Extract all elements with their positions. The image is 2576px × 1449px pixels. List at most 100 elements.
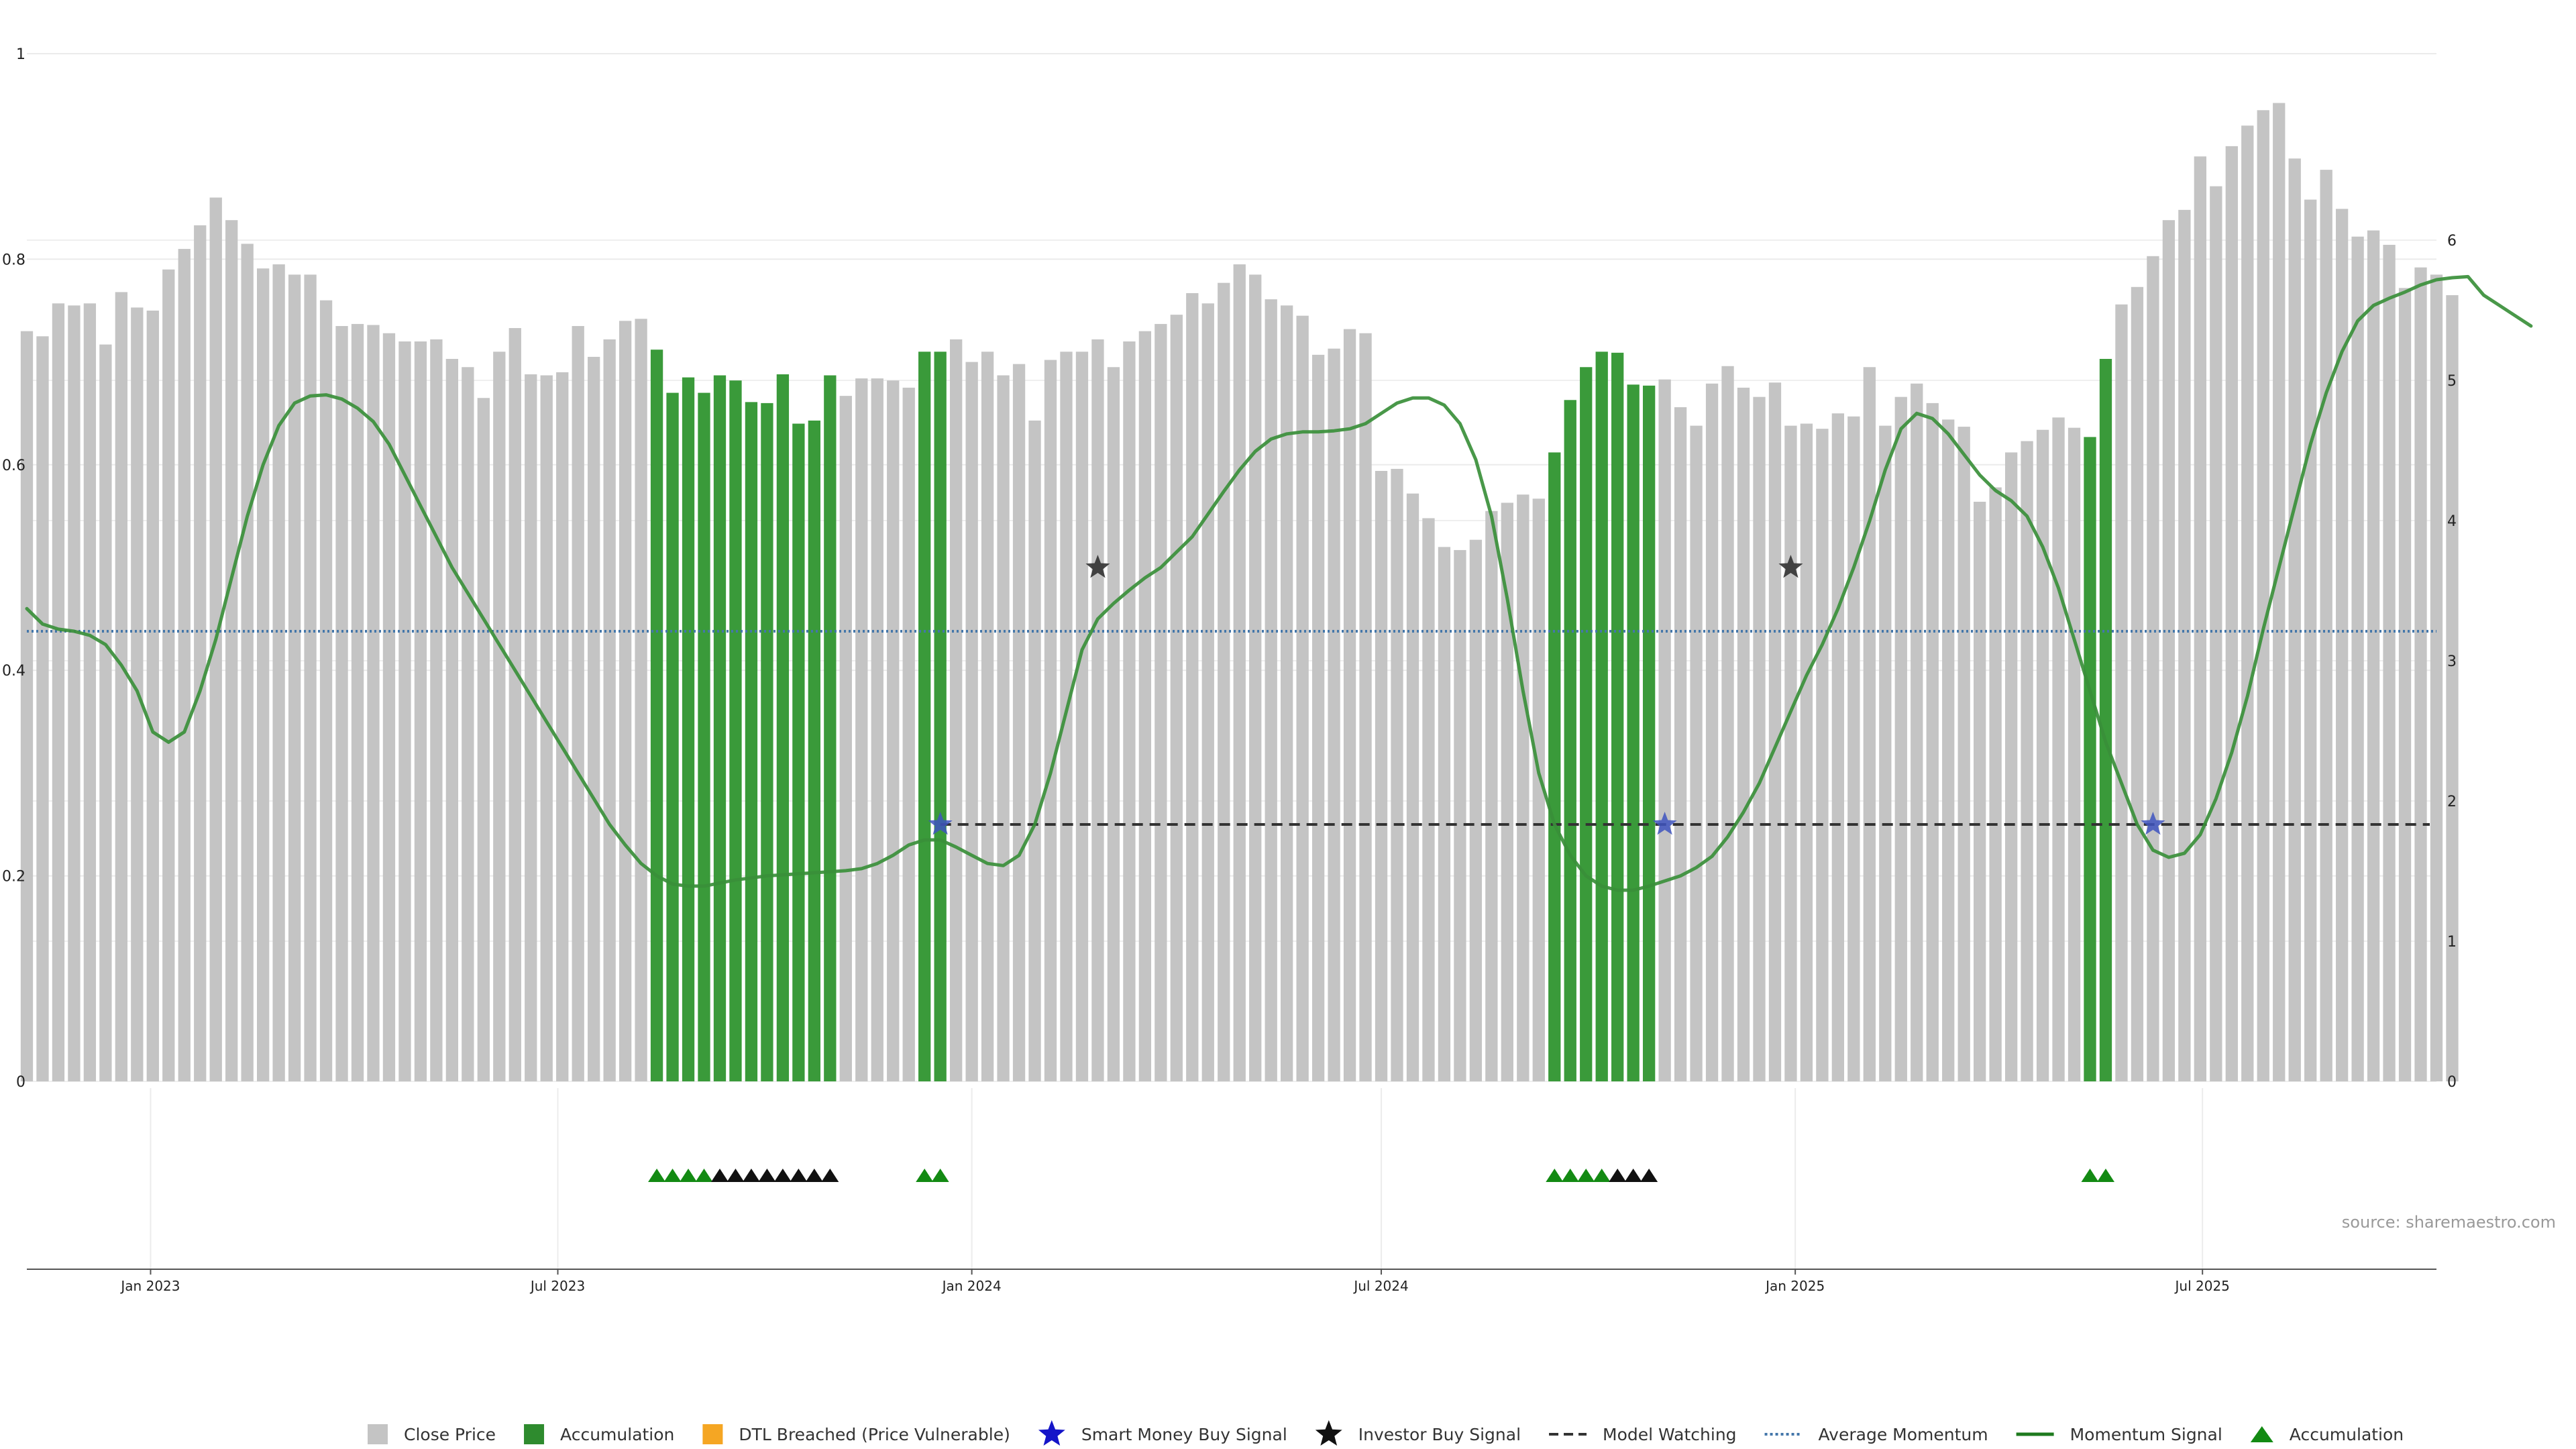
close-price-bar — [1894, 396, 1907, 1081]
close-price-bar — [1044, 360, 1057, 1081]
legend-triangle-icon — [2250, 1426, 2273, 1442]
legend-label: Accumulation — [560, 1425, 674, 1444]
x-axis-tick-label: Jul 2025 — [2174, 1278, 2230, 1294]
close-price-bar — [1186, 292, 1199, 1081]
close-price-bar — [430, 339, 443, 1081]
close-price-bar — [2147, 256, 2159, 1082]
close-price-bar — [162, 269, 175, 1082]
legend-label: Model Watching — [1603, 1425, 1737, 1444]
close-price-bar — [572, 325, 584, 1082]
signal-markers — [648, 555, 2165, 1182]
close-price-bar — [1028, 420, 1041, 1081]
close-price-bar — [445, 359, 459, 1081]
close-price-bar — [367, 325, 380, 1081]
legend-swatch — [368, 1424, 388, 1444]
accumulation-bar — [761, 402, 773, 1081]
left-axis-tick: 0.4 — [2, 663, 25, 680]
legend-label: Average Momentum — [1819, 1425, 1988, 1444]
accumulation-bar — [745, 402, 758, 1081]
right-axis-tick: 5 — [2447, 373, 2457, 390]
accumulation-triangle — [1593, 1169, 1611, 1182]
close-price-bar — [997, 375, 1010, 1081]
accumulation-bar — [2084, 437, 2096, 1081]
source-label: source: sharemaestro.com — [2342, 1213, 2556, 1232]
right-axis-tick: 0 — [2447, 1074, 2457, 1091]
legend-item: Model Watching — [1549, 1425, 1737, 1444]
close-price-bar — [2052, 417, 2065, 1081]
close-price-bar — [540, 375, 553, 1081]
accumulation-bar — [682, 377, 695, 1081]
close-price-bar — [2115, 304, 2128, 1082]
accumulation-bar — [918, 352, 931, 1081]
accumulation-bar — [1564, 400, 1576, 1081]
close-price-bar — [1438, 547, 1451, 1081]
accumulation-bar — [2099, 359, 2112, 1081]
close-price-bar — [855, 378, 868, 1081]
close-price-bar — [351, 323, 364, 1081]
close-price-bar — [1690, 425, 1703, 1081]
accumulation-triangle — [916, 1169, 934, 1182]
smart-money-buy-star — [2141, 812, 2165, 835]
close-price-bar — [2004, 452, 2018, 1081]
accumulation-bar — [808, 420, 821, 1081]
signal-triangle — [821, 1169, 839, 1182]
close-price-bar — [68, 305, 80, 1082]
close-price-bar — [2131, 286, 2144, 1081]
accumulation-bar — [1611, 352, 1624, 1081]
accumulation-triangle — [2081, 1169, 2099, 1182]
close-price-bar — [1311, 354, 1325, 1081]
x-axis-tick-label: Jul 2024 — [1352, 1278, 1408, 1294]
close-price-bar — [1233, 264, 1246, 1081]
close-price-bar — [477, 398, 490, 1081]
left-axis-tick: 0.6 — [2, 458, 25, 474]
accumulation-bar — [713, 375, 727, 1081]
legend-label: Momentum Signal — [2070, 1425, 2222, 1444]
accumulation-bar — [1627, 384, 1640, 1082]
close-price-bar — [2398, 288, 2412, 1081]
close-price-bar — [1721, 366, 1734, 1081]
close-price-bar — [2225, 146, 2238, 1081]
close-price-bar — [1485, 511, 1498, 1081]
accumulation-bar — [1580, 367, 1593, 1081]
close-price-bar — [2414, 267, 2427, 1081]
close-price-bar — [319, 300, 333, 1082]
close-price-bar — [146, 311, 159, 1081]
smart-money-buy-star — [928, 812, 953, 835]
close-price-bar — [52, 303, 65, 1081]
signal-triangle — [1609, 1169, 1627, 1182]
close-price-bar — [36, 336, 49, 1081]
close-price-bar — [525, 374, 537, 1081]
close-price-bar — [1091, 339, 1104, 1081]
close-price-bar — [2335, 209, 2349, 1081]
close-price-bar — [335, 325, 348, 1082]
accumulation-bar — [650, 350, 663, 1081]
close-price-bar — [1249, 274, 1262, 1081]
close-price-bar — [83, 303, 97, 1081]
close-price-bar — [1012, 364, 1026, 1081]
legend-item: Accumulation — [524, 1424, 674, 1444]
close-price-bar — [194, 225, 207, 1081]
close-price-bar — [2351, 236, 2364, 1081]
legend-swatch — [702, 1424, 723, 1444]
legend-label: Accumulation — [2290, 1425, 2404, 1444]
close-price-bar — [1343, 329, 1356, 1082]
close-price-bar — [635, 319, 647, 1082]
legend-label: Close Price — [404, 1425, 496, 1444]
close-price-bar — [902, 387, 915, 1081]
signal-triangle — [1624, 1169, 1642, 1182]
close-price-bar — [1123, 341, 1136, 1082]
close-price-bar — [2178, 209, 2191, 1081]
left-axis-tick: 0.2 — [2, 869, 25, 885]
close-price-bar — [2320, 170, 2332, 1082]
accumulation-triangle — [680, 1169, 698, 1182]
close-price-bar — [2194, 156, 2206, 1082]
close-price-bar — [949, 339, 963, 1081]
legend-label: Smart Money Buy Signal — [1081, 1425, 1287, 1444]
close-price-bar — [225, 220, 238, 1082]
close-price-bar — [619, 321, 632, 1081]
legend-item: Smart Money Buy Signal — [1038, 1420, 1287, 1446]
accumulation-triangle — [1561, 1169, 1579, 1182]
close-price-bar — [288, 274, 301, 1081]
accumulation-triangle — [931, 1169, 949, 1182]
